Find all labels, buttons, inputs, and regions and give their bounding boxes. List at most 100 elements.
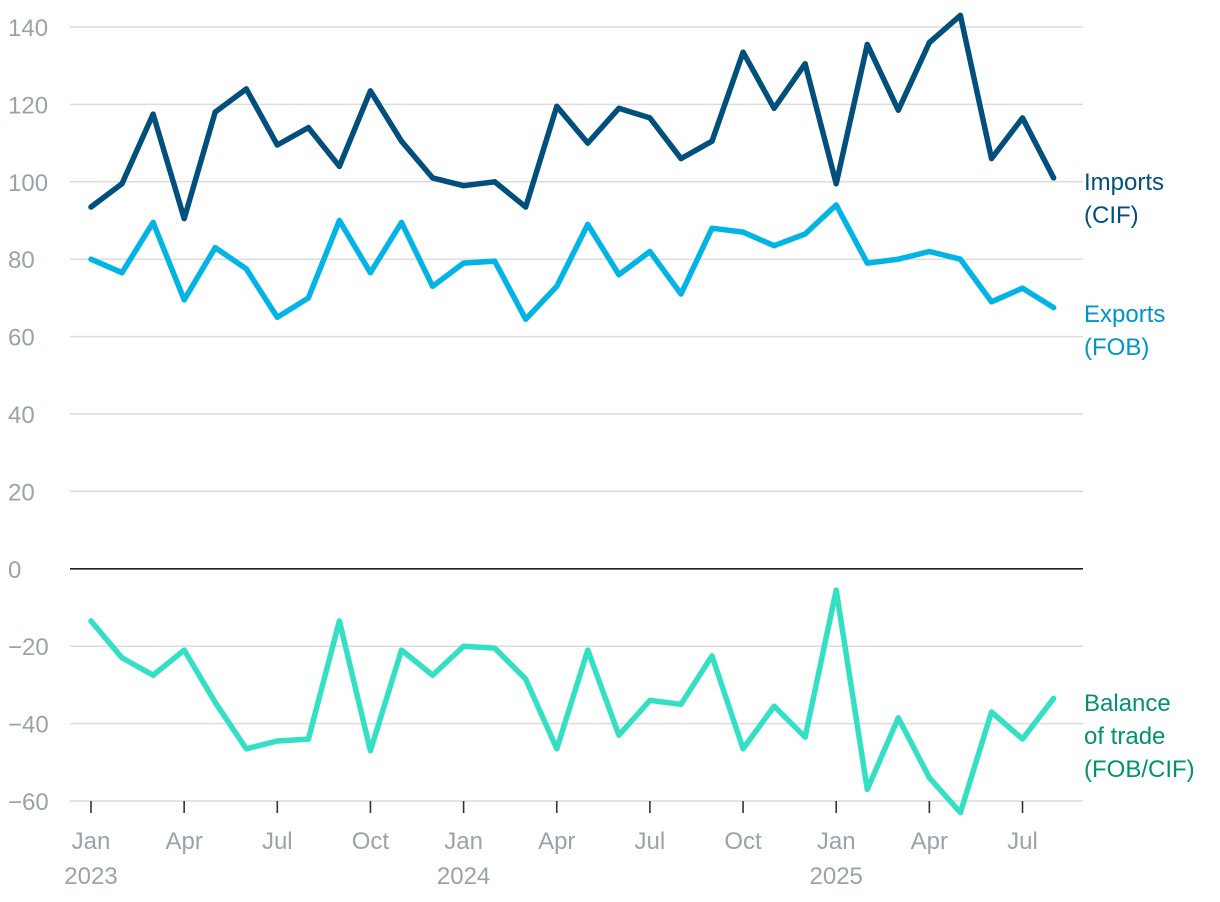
x-year-label: 2024 (437, 863, 490, 890)
data-point (336, 163, 342, 169)
data-point (833, 181, 839, 187)
x-tick-label: Jan (817, 828, 856, 855)
data-point (647, 697, 653, 703)
data-point (1050, 304, 1057, 311)
data-point (305, 736, 311, 742)
data-point (647, 115, 653, 121)
data-point (398, 138, 405, 144)
x-tick-label: Oct (352, 828, 390, 855)
data-point (926, 775, 932, 781)
data-point (678, 155, 684, 162)
data-point (88, 618, 94, 624)
data-point (523, 316, 529, 322)
data-point (554, 283, 560, 289)
data-point (274, 314, 280, 320)
data-point (957, 12, 964, 18)
x-tick-label: Jul (1007, 828, 1038, 855)
y-tick-label: 140 (8, 15, 48, 42)
series-labels: Imports (CIF) Exports (FOB) Balance of trade (… (1084, 169, 1195, 783)
data-point (367, 88, 374, 94)
data-point (150, 219, 156, 226)
series-label-3: Balance (1084, 690, 1171, 717)
data-point (212, 244, 218, 251)
data-point (461, 183, 467, 189)
data-point (367, 748, 374, 754)
data-point (492, 179, 498, 185)
data-point (336, 618, 342, 624)
data-point (398, 647, 405, 653)
data-point (492, 258, 498, 264)
data-point (554, 746, 560, 752)
data-point (771, 105, 777, 111)
data-point (119, 655, 125, 661)
y-tick-label: −60 (8, 789, 49, 816)
y-tick-label: 20 (8, 479, 35, 506)
data-point (585, 221, 591, 227)
y-tick-label: 80 (8, 247, 35, 274)
data-point (616, 272, 622, 278)
data-point (647, 248, 653, 255)
data-point (181, 297, 187, 303)
data-point (678, 701, 684, 707)
x-tick-label: Apr (538, 828, 575, 855)
data-point (181, 647, 187, 653)
series-line-2 (88, 202, 1057, 322)
data-point (554, 103, 560, 109)
data-point (895, 715, 901, 721)
data-point (274, 142, 280, 148)
data-point (616, 732, 622, 738)
data-point (212, 109, 218, 115)
data-point (771, 703, 777, 709)
x-tick-label: Oct (724, 828, 762, 855)
data-point (740, 746, 746, 752)
data-point (492, 645, 498, 651)
x-tick-label: Jan (72, 828, 111, 855)
data-point (305, 295, 311, 301)
series-label-1: (CIF) (1084, 202, 1139, 229)
series-label-2: (FOB) (1084, 334, 1149, 361)
grid-layer (70, 26, 1083, 802)
x-tick-label: Apr (165, 828, 202, 855)
y-axis: −60 −40 −20 0 20 40 60 80 100 120 140 (8, 15, 49, 816)
data-point (833, 587, 839, 593)
data-point (243, 746, 249, 752)
y-tick-label: 0 (8, 557, 21, 584)
data-point (150, 111, 156, 117)
data-point (367, 270, 374, 276)
x-year-label: 2023 (64, 863, 117, 890)
data-point (740, 229, 746, 235)
data-point (988, 299, 995, 305)
series-line-1 (88, 12, 1057, 222)
data-point (1050, 175, 1057, 181)
data-point (864, 260, 870, 266)
data-point (895, 256, 901, 262)
data-point (119, 270, 125, 276)
data-point (1019, 736, 1026, 742)
data-point (740, 49, 746, 55)
data-point (1050, 695, 1057, 702)
x-axis: Jan 2023 Apr Jul Oct Jan 2024 Apr Jul Oct Jan 2025 A… (64, 801, 1038, 890)
x-tick-label: Jan (444, 828, 483, 855)
data-point (771, 243, 777, 249)
data-point (1019, 115, 1026, 121)
data-point (243, 266, 249, 272)
data-point (212, 699, 218, 705)
data-point (709, 225, 715, 231)
data-point (119, 181, 125, 187)
data-point (988, 709, 995, 715)
x-tick-label: Jul (262, 828, 293, 855)
y-tick-label: 40 (8, 402, 35, 429)
data-point (274, 738, 280, 744)
x-year-label: 2025 (810, 863, 863, 890)
data-point (305, 125, 311, 131)
data-point (398, 219, 405, 226)
data-point (429, 672, 436, 678)
series-label-3: of trade (1084, 723, 1165, 750)
data-point (678, 291, 684, 297)
series-label-2: Exports (1084, 301, 1165, 328)
data-point (1019, 285, 1026, 291)
data-point (802, 61, 808, 67)
data-point (585, 140, 591, 146)
series-layer (88, 12, 1057, 816)
